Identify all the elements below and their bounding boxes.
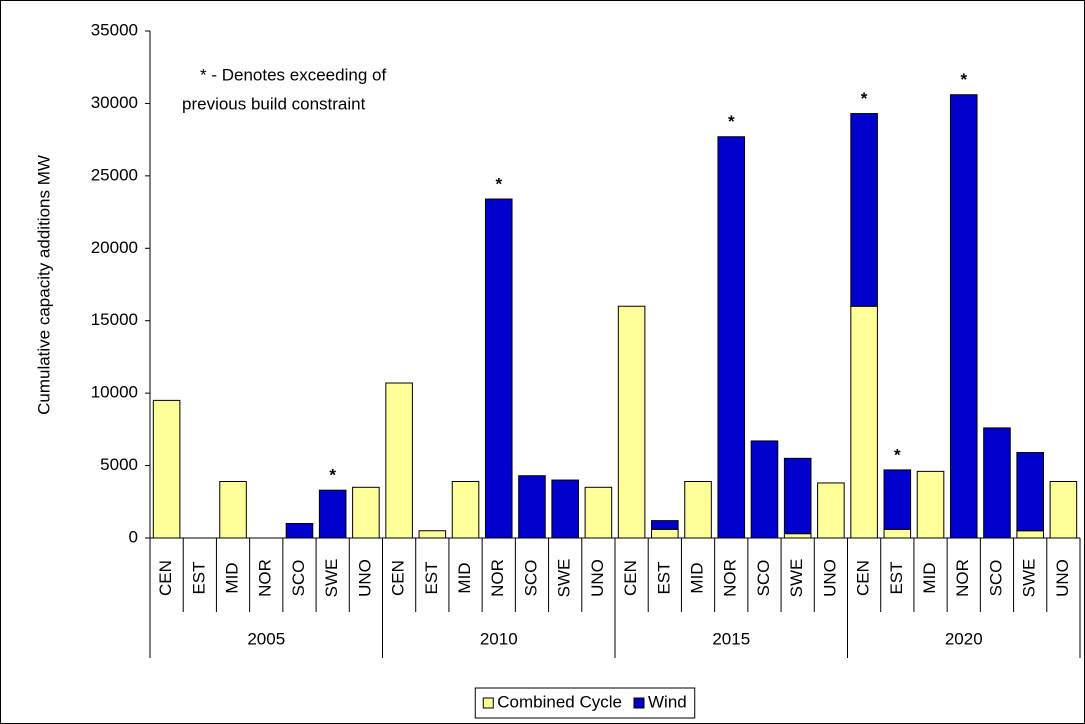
x-tick-label: CEN [156,560,175,596]
x-tick-label: SCO [754,560,773,597]
y-tick-label: 25000 [91,165,138,184]
bar [651,520,679,530]
y-tick-label: 20000 [91,238,138,257]
bar [949,94,978,539]
bar [684,481,712,539]
legend-box [474,687,696,719]
x-tick-label: SWE [787,559,806,598]
y-tick-label: 10000 [91,383,138,402]
annotation: * [861,89,868,108]
group-label: 2005 [247,629,285,648]
x-tick-label: MID [688,562,707,593]
group-label: 2020 [945,629,983,648]
bar [651,528,679,539]
bar [617,305,646,539]
group-label: 2015 [712,629,750,648]
y-axis-label: Cumulative capacity additions MW [34,155,53,415]
note: * - Denotes exceeding of [200,65,386,84]
y-tick-label: 35000 [91,20,138,39]
bar [318,489,347,539]
x-tick-label: UNO [588,559,607,597]
x-tick-label: MID [223,562,242,593]
x-tick-label: EST [189,561,208,594]
x-tick-label: SWE [1020,559,1039,598]
note: previous build constraint [182,94,366,113]
x-tick-label: EST [887,561,906,594]
x-tick-label: NOR [953,559,972,597]
bar [484,198,513,539]
bar [584,486,613,539]
x-tick-label: EST [654,561,673,594]
x-tick-label: SCO [986,560,1005,597]
x-tick-label: SWE [322,559,341,598]
bar [385,382,413,539]
bar [750,440,779,539]
annotation: * [728,112,735,131]
x-tick-label: SCO [289,560,308,597]
x-tick-label: EST [422,561,441,594]
x-tick-label: SWE [555,559,574,598]
bar [783,457,812,535]
legend-label: Combined Cycle [497,692,622,711]
bar [1016,530,1044,539]
x-tick-label: SCO [521,560,540,597]
bar [451,481,480,539]
bar [285,523,314,539]
bar [1016,452,1044,532]
bar [152,399,181,539]
x-tick-label: UNO [1053,559,1072,597]
legend-swatch [633,697,645,709]
bar [983,427,1011,539]
bar [418,530,447,539]
x-tick-label: CEN [389,560,408,596]
annotation: * [960,70,967,89]
x-tick-label: NOR [488,559,507,597]
x-tick-label: MID [455,562,474,593]
y-tick-label: 0 [129,527,138,546]
y-tick-label: 15000 [91,310,138,329]
x-tick-label: UNO [355,559,374,597]
x-tick-label: NOR [256,559,275,597]
x-tick-label: CEN [621,560,640,596]
bar [883,528,912,539]
bar [817,482,845,539]
annotation: * [495,175,502,194]
x-tick-label: NOR [721,559,740,597]
legend-label: Wind [648,692,687,711]
bar [850,305,878,539]
bar [352,486,380,539]
bar [783,533,812,539]
annotation: * [894,445,901,464]
bar [717,136,746,539]
y-tick-label: 30000 [91,93,138,112]
x-tick-label: UNO [820,559,839,597]
bar [518,475,546,539]
bar [551,479,579,539]
annotation: * [329,466,336,485]
bar [219,481,247,539]
group-label: 2010 [480,629,518,648]
y-tick-label: 5000 [100,455,138,474]
bar [850,113,878,307]
legend-swatch [482,697,494,709]
x-tick-label: MID [920,562,939,593]
bar [883,469,912,530]
bar [1049,481,1078,539]
x-tick-label: CEN [854,560,873,596]
bar [916,470,945,539]
